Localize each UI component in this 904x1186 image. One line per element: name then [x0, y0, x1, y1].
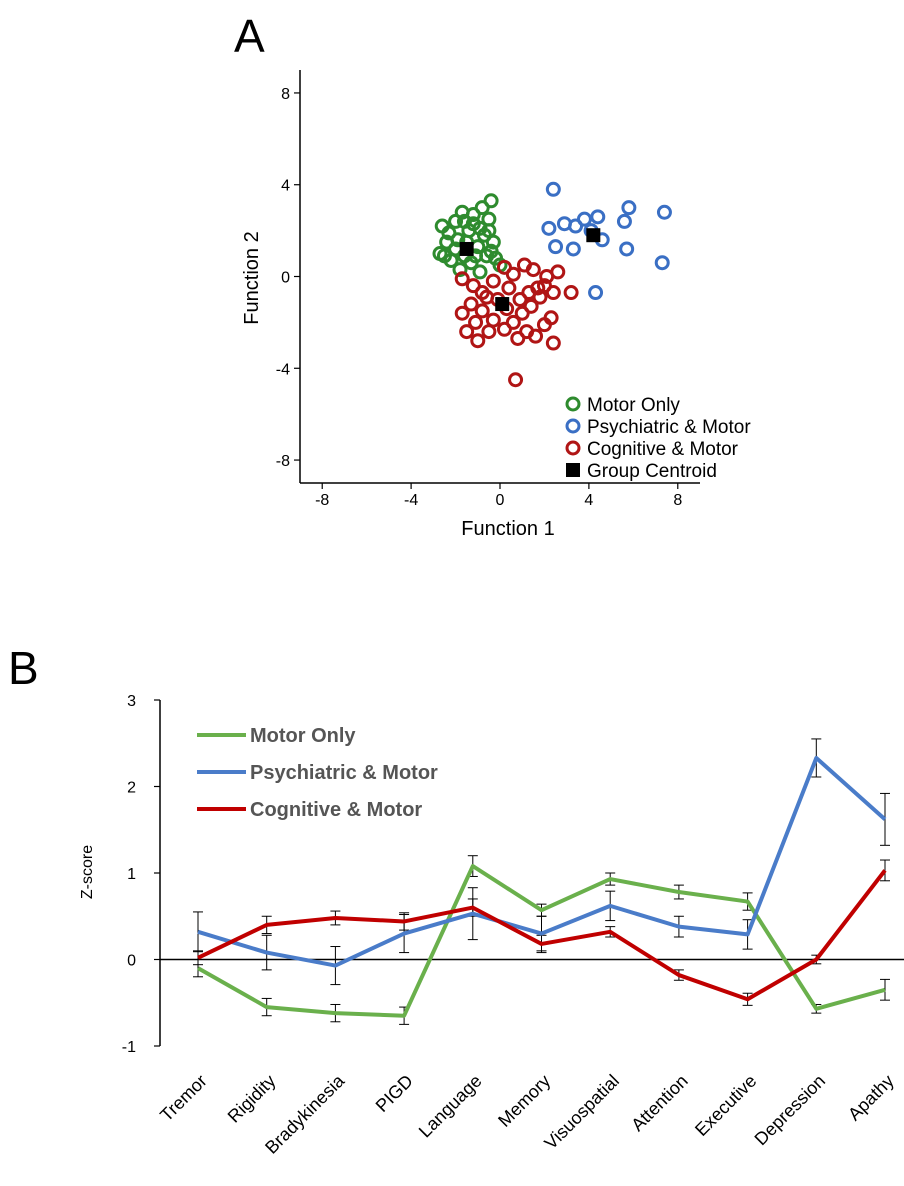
psychiatric-and-motor-line [197, 755, 887, 968]
cognitive-and-motor-point [485, 273, 501, 289]
legend-psychiatric-and-motor-label: Psychiatric & Motor [587, 417, 751, 438]
y-tick-label: 3 [127, 693, 136, 710]
cognitive-and-motor-point [543, 310, 559, 326]
legend-motor-only-label: Motor Only [250, 725, 356, 747]
panel-letter-b: B [8, 642, 39, 694]
y-tick-label: -4 [276, 361, 290, 378]
psychiatric-and-motor-point [616, 213, 632, 229]
category-label-depression: Depression [751, 1071, 830, 1150]
category-label-attention: Attention [627, 1071, 691, 1135]
motor-only-point [483, 243, 499, 259]
cognitive-and-motor-point [550, 264, 566, 280]
cognitive-and-motor-line [197, 869, 887, 1002]
category-label-language: Language [415, 1071, 486, 1142]
legend-cognitive-and-motor-label: Cognitive & Motor [587, 439, 739, 460]
legend-motor-only-label: Motor Only [587, 395, 680, 416]
cognitive-and-motor-point [474, 303, 490, 319]
motor-only-point [465, 216, 481, 232]
motor-only-point [436, 248, 452, 264]
cognitive-and-motor-point [459, 324, 475, 340]
y-axis-title: Z-score [79, 845, 96, 899]
motor-only-point [472, 264, 488, 280]
legend-motor-only-marker [565, 396, 581, 412]
legend-cognitive-and-motor-label: Cognitive & Motor [250, 799, 422, 821]
motor-only-point [483, 193, 499, 209]
y-tick-label: 0 [281, 270, 290, 287]
cognitive-and-motor-point [528, 328, 544, 344]
psychiatric-and-motor-point [621, 200, 637, 216]
motor-only-line [197, 864, 886, 1018]
y-tick-label: -1 [122, 1039, 136, 1056]
cognitive-and-motor-point [468, 314, 484, 330]
psychiatric-and-motor-point [656, 204, 672, 220]
category-label-apathy: Apathy [844, 1071, 898, 1125]
x-tick-label: 4 [584, 492, 593, 509]
psychiatric-and-motor-point [576, 211, 592, 227]
category-label-pigd: PIGD [372, 1071, 417, 1116]
legend-psychiatric-and-motor-label: Psychiatric & Motor [250, 762, 438, 784]
cognitive-and-motor-point [454, 271, 470, 287]
psychiatric-and-motor-point [541, 220, 557, 236]
y-tick-label: -8 [276, 453, 290, 470]
psychiatric-and-motor-point [654, 255, 670, 271]
cognitive-and-motor-point [496, 321, 512, 337]
legend-centroid-marker [566, 463, 580, 477]
cognitive-and-motor-point [521, 285, 537, 301]
cognitive-and-motor-point [470, 333, 486, 349]
panel-letter-a: A [234, 10, 265, 62]
psychiatric-and-motor-point [548, 239, 564, 255]
motor-only-point [481, 223, 497, 239]
category-label-executive: Executive [691, 1071, 760, 1140]
motor-only-point [456, 213, 472, 229]
x-tick-label: 8 [673, 492, 682, 509]
legend-psychiatric-and-motor-marker [565, 418, 581, 434]
psychiatric-and-motor-point [619, 241, 635, 257]
cognitive-and-motor-point [514, 305, 530, 321]
psychiatric-and-motor-point [588, 285, 604, 301]
cognitive-and-motor-point [563, 285, 579, 301]
legend-cognitive-and-motor-marker [565, 440, 581, 456]
centroid-point [586, 228, 601, 243]
y-axis-title: Function 2 [241, 231, 263, 324]
x-tick-label: -8 [315, 492, 329, 509]
cognitive-and-motor-point [463, 296, 479, 312]
category-label-rigidity: Rigidity [224, 1071, 280, 1127]
cognitive-and-motor-point [481, 324, 497, 340]
cognitive-and-motor-point [501, 280, 517, 296]
category-label-visuospatial: Visuospatial [540, 1071, 623, 1154]
cognitive-and-motor-point [545, 335, 561, 351]
psychiatric-and-motor-point [590, 209, 606, 225]
cognitive-and-motor-point [505, 266, 521, 282]
centroid-point [459, 241, 474, 256]
psychiatric-and-motor-point [565, 241, 581, 257]
category-label-memory: Memory [494, 1071, 554, 1131]
x-tick-label: 0 [496, 492, 505, 509]
cognitive-and-motor-point [454, 305, 470, 321]
cognitive-and-motor-point [508, 372, 524, 388]
cognitive-and-motor-point [536, 278, 552, 294]
y-tick-label: 8 [281, 86, 290, 103]
x-tick-label: -4 [404, 492, 418, 509]
psychiatric-and-motor-point [545, 181, 561, 197]
y-tick-label: 1 [127, 866, 136, 883]
cognitive-and-motor-point [525, 262, 541, 278]
category-label-tremor: Tremor [156, 1071, 211, 1126]
legend-group-centroid-label: Group Centroid [587, 461, 717, 482]
cognitive-and-motor-point [479, 289, 495, 305]
panel-a-scatter: -8 -4 0 4 8 8 4 0 -4 -8 Function 1 Function 2 Motor … [241, 70, 751, 540]
x-axis-title: Function 1 [461, 518, 554, 540]
y-tick-label: 0 [127, 953, 136, 970]
y-tick-label: 4 [281, 178, 290, 195]
y-tick-label: 2 [127, 780, 136, 797]
centroid-point [495, 297, 510, 312]
motor-only-point [452, 262, 468, 278]
